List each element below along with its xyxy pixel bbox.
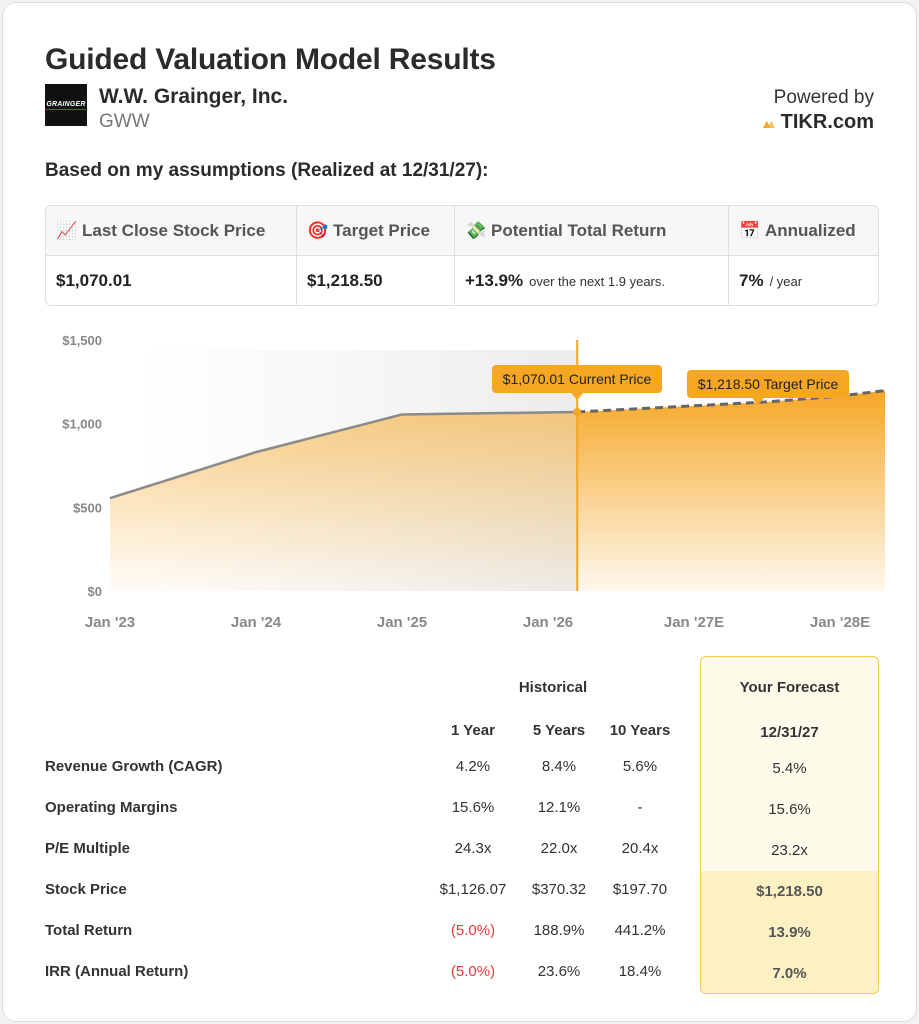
target-value: $1,218.50 xyxy=(307,271,383,290)
row-label: Stock Price xyxy=(45,881,127,898)
forecast-cell: $1,218.50 xyxy=(756,883,823,900)
return-label: Potential Total Return xyxy=(491,220,667,240)
table-cell: 24.3x xyxy=(454,840,492,857)
forecast-cell: 5.4% xyxy=(772,760,807,777)
col-1-year: 1 Year xyxy=(451,722,495,739)
table-cell: 18.4% xyxy=(618,963,662,980)
powered-by-label: Powered by xyxy=(773,87,874,108)
forecast-cell: 23.2x xyxy=(771,842,808,859)
historical-area xyxy=(110,411,578,591)
annualized-value: 7% xyxy=(739,271,764,290)
table-cell: $1,126.07 xyxy=(439,881,507,898)
table-cell: 5.6% xyxy=(622,758,658,775)
y-tick-label: $1,500 xyxy=(62,333,102,348)
target-label: Target Price xyxy=(333,220,431,240)
x-tick-label: Jan '25 xyxy=(377,614,427,631)
table-cell: 188.9% xyxy=(533,922,585,939)
summary-return: 💸 Potential Total Return +13.9% over the n… xyxy=(455,206,729,305)
target-price-label-arrow xyxy=(752,398,764,405)
price-chart: $0 $500 $1,000 $1,500 Jan '23 Jan '24 Jan '25 J… xyxy=(62,333,885,631)
forecast-area xyxy=(577,390,885,591)
company-logo: GRAINGER xyxy=(45,84,87,126)
table-cell: 15.6% xyxy=(451,799,495,816)
current-price-label-arrow xyxy=(571,393,584,400)
table-cell: 12.1% xyxy=(537,799,581,816)
x-tick-label: Jan '27E xyxy=(664,614,724,631)
y-tick-label: $0 xyxy=(88,584,102,599)
current-price-label-text: $1,070.01 Current Price xyxy=(503,371,652,387)
target-icon: 🎯 xyxy=(307,220,329,240)
col-forecast-date: 12/31/27 xyxy=(760,724,819,741)
summary-target: 🎯 Target Price $1,218.50 xyxy=(297,206,455,305)
x-tick-label: Jan '26 xyxy=(523,614,573,631)
forecast-panel xyxy=(700,656,879,994)
return-note: over the next 1.9 years. xyxy=(529,273,665,289)
table-cell: 8.4% xyxy=(541,758,577,775)
y-tick-label: $500 xyxy=(73,500,102,515)
table-cell: $370.32 xyxy=(531,881,587,898)
row-label: Revenue Growth (CAGR) xyxy=(45,758,223,775)
tikr-brand-link[interactable]: TIKR.com xyxy=(762,111,874,134)
table-cell: (5.0%) xyxy=(450,922,496,939)
historical-line xyxy=(109,410,578,500)
table-cell: - xyxy=(637,799,643,816)
ticker-symbol: GWW xyxy=(99,111,150,132)
forecast-header: Your Forecast xyxy=(739,679,840,696)
x-tick-label: Jan '28E xyxy=(810,614,870,631)
table-cell: 441.2% xyxy=(614,922,666,939)
calendar-icon: 📅 xyxy=(739,220,761,240)
forecast-cell: 15.6% xyxy=(768,801,811,818)
x-tick-label: Jan '24 xyxy=(231,614,282,631)
summary-annualized: 📅 Annualized 7% / year xyxy=(729,206,878,305)
table-cell: 22.0x xyxy=(540,840,578,857)
current-price-point xyxy=(573,407,582,416)
historical-header: Historical xyxy=(518,679,588,696)
target-price-label-box xyxy=(687,370,849,398)
table-cell: 4.2% xyxy=(455,758,491,775)
col-5-years: 5 Years xyxy=(532,722,586,739)
forecast-line xyxy=(577,389,885,414)
col-10-years: 10 Years xyxy=(609,722,671,739)
row-label: Total Return xyxy=(45,922,133,939)
tikr-brand-text: TIKR.com xyxy=(780,111,874,133)
row-label: IRR (Annual Return) xyxy=(45,963,189,980)
current-price-label-box xyxy=(492,365,662,393)
tikr-logo-icon xyxy=(762,120,775,128)
forecast-panel-highlight xyxy=(701,871,878,993)
company-name: W.W. Grainger, Inc. xyxy=(99,85,289,108)
target-price-label-text: $1,218.50 Target Price xyxy=(698,376,839,392)
chart-up-icon: 📈 xyxy=(56,220,78,240)
table-cell: 20.4x xyxy=(621,840,659,857)
annualized-label: Annualized xyxy=(765,220,856,240)
last-close-label: Last Close Stock Price xyxy=(82,220,266,240)
x-tick-label: Jan '23 xyxy=(85,614,135,631)
table-cell: (5.0%) xyxy=(450,963,496,980)
forecast-cell: 7.0% xyxy=(772,965,807,982)
last-close-value: $1,070.01 xyxy=(56,271,132,290)
table-cell: $197.70 xyxy=(612,881,668,898)
annualized-note: / year xyxy=(769,273,803,289)
table-cell: 23.6% xyxy=(537,963,581,980)
summary-table: 📈 Last Close Stock Price $1,070.01 🎯 Targe… xyxy=(45,205,879,306)
logo-text: GRAINGER xyxy=(46,100,86,110)
summary-last-close: 📈 Last Close Stock Price $1,070.01 xyxy=(46,206,297,305)
money-icon: 💸 xyxy=(465,220,487,240)
page-title: Guided Valuation Model Results xyxy=(45,43,496,76)
row-label: P/E Multiple xyxy=(45,840,131,857)
row-label: Operating Margins xyxy=(45,799,178,816)
y-tick-label: $1,000 xyxy=(62,417,102,432)
assumptions-subtitle: Based on my assumptions (Realized at 12/… xyxy=(45,160,489,181)
forecast-cell: 13.9% xyxy=(768,924,811,941)
return-value: +13.9% xyxy=(465,271,524,290)
